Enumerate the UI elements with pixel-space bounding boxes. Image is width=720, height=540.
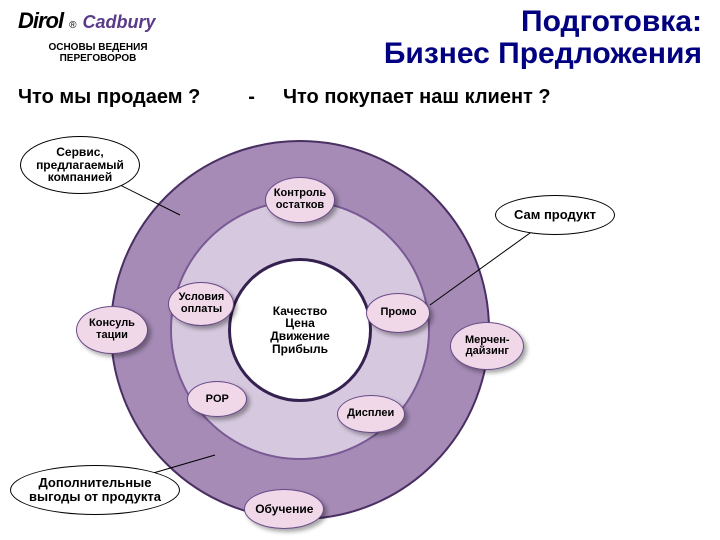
subtitle-row: Что мы продаем ? - Что покупает наш клиент… [18, 86, 708, 109]
logo-block: Dirol ® Cadbury ОСНОВЫ ВЕДЕНИЯ ПЕРЕГОВОРОВ [18, 8, 178, 64]
outer-node-consult: Консуль тации [76, 306, 148, 354]
callout-product: Сам продукт [495, 195, 615, 235]
mid-node-control: Контроль остатков [265, 177, 335, 223]
title-line-1: Подготовка: [384, 6, 702, 38]
subtitle-right: Что покупает наш клиент ? [283, 86, 551, 109]
callout-benefits: Дополнительные выгоды от продукта [10, 465, 180, 515]
callout-service: Сервис, предлагаемый компанией [20, 136, 140, 194]
core-values: КачествоЦенаДвижениеПрибыль [230, 290, 370, 370]
outer-node-train: Обучение [244, 489, 324, 529]
logo-registered: ® [69, 20, 76, 31]
subtitle-dash: - [248, 86, 255, 109]
subtitle-left: Что мы продаем ? [18, 86, 200, 109]
logo-caption: ОСНОВЫ ВЕДЕНИЯ ПЕРЕГОВОРОВ [18, 42, 178, 64]
slide-title: Подготовка:Бизнес Предложения [384, 6, 702, 69]
core-line-3: Прибыль [272, 343, 328, 356]
mid-node-display: Дисплеи [337, 395, 405, 433]
core-line-2: Движение [270, 330, 330, 343]
outer-node-merch: Мерчен- дайзинг [450, 322, 524, 370]
logo-dirol: Dirol [18, 8, 63, 34]
title-line-2: Бизнес Предложения [384, 38, 702, 70]
logo-cadbury: Cadbury [83, 12, 156, 33]
mid-node-promo: Промо [366, 293, 430, 333]
mid-node-pay: Условия оплаты [168, 282, 234, 326]
